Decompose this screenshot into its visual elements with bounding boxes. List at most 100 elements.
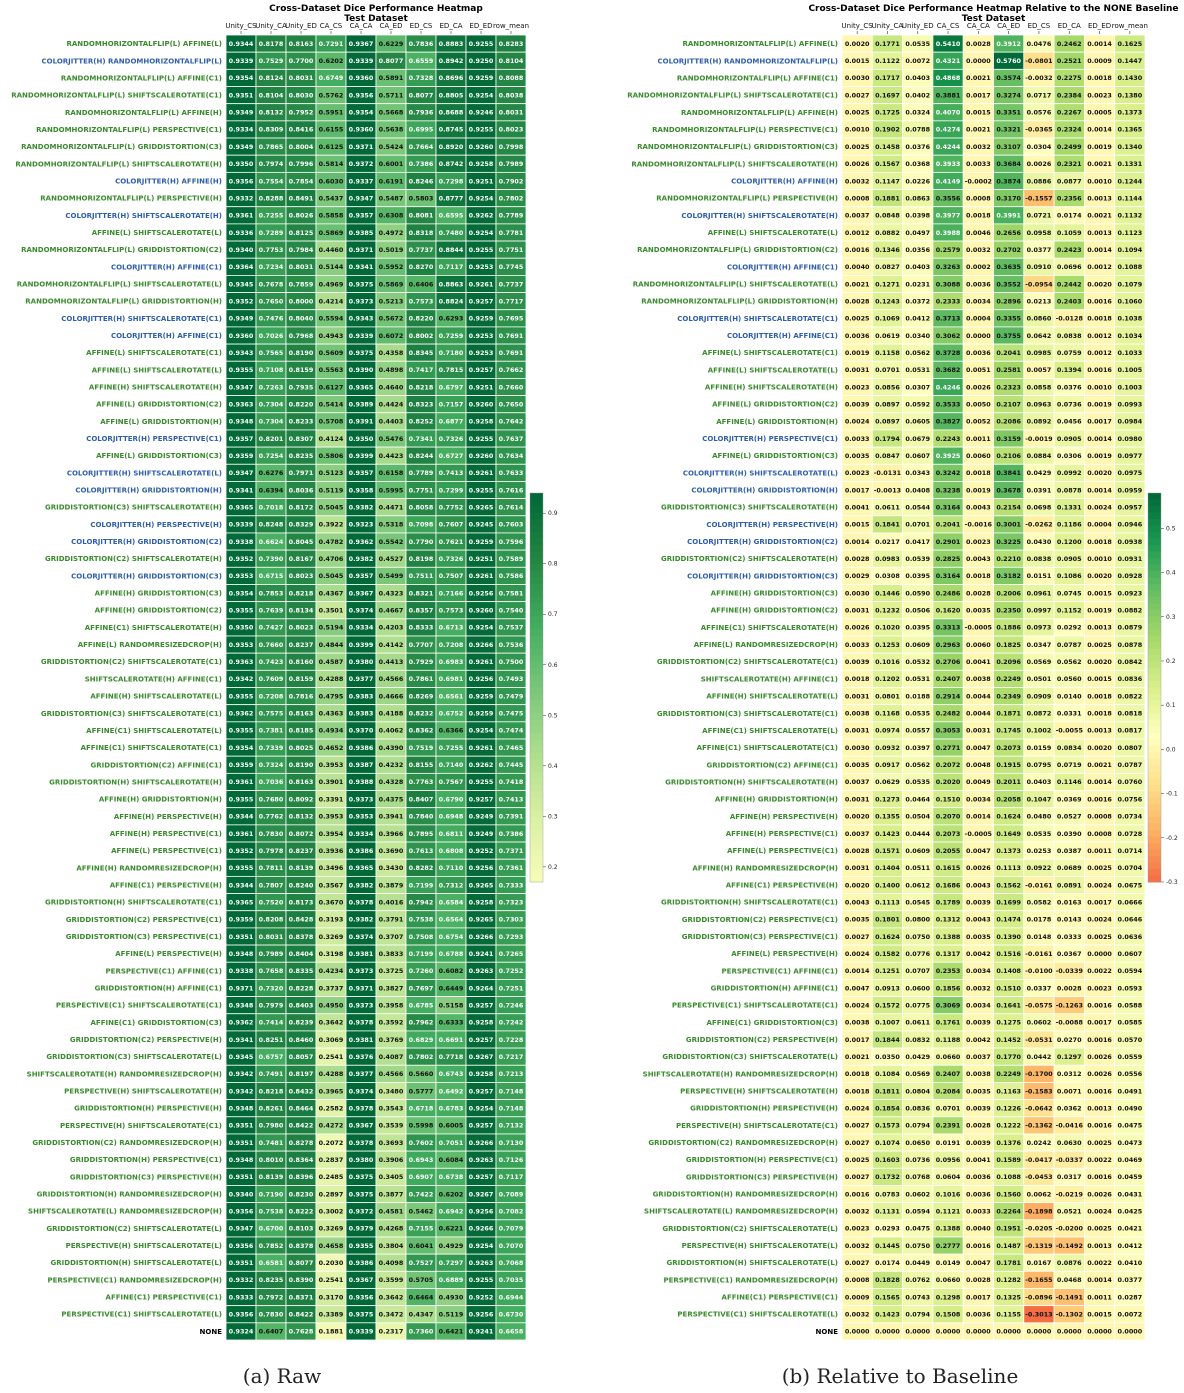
cell-value: 0.0304 (1027, 143, 1052, 151)
cell-value: 0.4390 (379, 744, 404, 752)
cell-value: 0.0014 (1087, 1276, 1112, 1284)
cell-value: 0.4929 (439, 1242, 464, 1250)
colorbar-segment (530, 765, 543, 773)
cell-value: 0.7807 (259, 881, 284, 889)
cell-value: 0.0878 (1057, 486, 1082, 494)
cell-value: 0.0024 (845, 950, 870, 958)
cell-value: 0.7802 (409, 1053, 434, 1061)
cell-value: 0.5318 (379, 521, 404, 529)
cell-value: 0.1423 (875, 1311, 900, 1319)
x-axis-label: Test Dataset (344, 14, 408, 24)
cell-value: 0.0476 (1027, 40, 1052, 48)
cell-value: 0.1003 (1118, 383, 1143, 391)
row-label: PERSPECTIVE(C1) SHIFTSCALEROTATE(L) (61, 1311, 222, 1319)
cell-value: 0.7816 (289, 692, 314, 700)
cell-value: 0.0018 (966, 212, 991, 220)
cell-value: 0.0590 (905, 589, 930, 597)
cell-value: 0.9361 (229, 778, 254, 786)
cell-value: 0.4782 (319, 538, 344, 546)
row-label: AFFINE(C1) PERSPECTIVE(C1) (106, 1294, 222, 1302)
cell-value: 0.9360 (349, 74, 374, 82)
cell-value: 0.2771 (936, 744, 961, 752)
cell-value: 0.0630 (1057, 1139, 1082, 1147)
cell-value: 0.0024 (1087, 1208, 1112, 1216)
cell-value: 0.1033 (1118, 349, 1143, 357)
cell-value: 0.7263 (259, 383, 284, 391)
cell-value: 0.4272 (319, 1122, 344, 1130)
cell-value: 0.1325 (996, 1293, 1021, 1301)
cell-value: 0.0882 (1118, 607, 1143, 615)
cell-value: 0.3480 (379, 1087, 404, 1095)
cell-value: 0.8460 (289, 1036, 314, 1044)
row-label: SHIFTSCALEROTATE(L) RANDOMRESIZEDCROP(H) (28, 1208, 222, 1216)
cell-value: 0.8863 (439, 280, 464, 288)
cell-value: 0.0872 (1027, 710, 1052, 718)
cell-value: 0.8432 (289, 1087, 314, 1095)
row-label: GRIDDISTORTION(H) AFFINE(C1) (711, 984, 838, 992)
cell-value: 0.0024 (1087, 881, 1112, 889)
cell-value: 0.5638 (379, 126, 404, 134)
cell-value: 0.7208 (259, 692, 284, 700)
cell-value: 0.9336 (229, 229, 254, 237)
cell-value: 0.3977 (936, 212, 961, 220)
cell-value: 0.0159 (1027, 744, 1052, 752)
cell-value: 0.0018 (845, 1087, 870, 1095)
cell-value: 0.0022 (1087, 967, 1112, 975)
cell-value: 0.0776 (905, 950, 930, 958)
cell-value: 0.0037 (845, 778, 870, 786)
cell-value: 0.0442 (1027, 1053, 1052, 1061)
cell-value: 0.7298 (439, 177, 464, 185)
cell-value: 0.0035 (966, 933, 991, 941)
cell-value: 0.1771 (875, 40, 900, 48)
cell-value: 0.0025 (845, 315, 870, 323)
cell-value: 0.3164 (936, 504, 961, 512)
cell-value: 0.7575 (259, 710, 284, 718)
cell-value: 0.6877 (439, 418, 464, 426)
cell-value: 0.1069 (875, 315, 900, 323)
cell-value: 0.2963 (936, 641, 961, 649)
cell-value: 0.0016 (1087, 1036, 1112, 1044)
colorbar-segment (530, 609, 543, 617)
cell-value: 0.1423 (875, 830, 900, 838)
cell-value: 0.3874 (996, 177, 1021, 185)
cell-value: 0.9355 (229, 692, 254, 700)
cell-value: 0.7508 (409, 933, 434, 941)
cell-value: 0.9367 (349, 1276, 374, 1284)
cell-value: 0.2656 (996, 229, 1021, 237)
cell-value: 0.9367 (349, 589, 374, 597)
cell-value: 0.0307 (905, 383, 930, 391)
cell-value: 0.8139 (259, 1173, 284, 1181)
cell-value: 0.8125 (289, 229, 314, 237)
cell-value: 0.0031 (845, 864, 870, 872)
cell-value: 0.0036 (966, 1311, 991, 1319)
cell-value: 0.0030 (845, 589, 870, 597)
cell-value: 0.4934 (319, 727, 344, 735)
cell-value: 0.9334 (229, 126, 254, 134)
row-label: AFFINE(L) SHIFTSCALEROTATE(C1) (86, 349, 222, 357)
cell-value: 0.3991 (996, 212, 1021, 220)
cell-value: 0.7417 (409, 366, 434, 374)
cell-value: 0.1084 (875, 1070, 900, 1078)
row-label: GRIDDISTORTION(C2) SHIFTSCALEROTATE(L) (662, 1225, 838, 1233)
cell-value: 0.6743 (439, 1070, 464, 1078)
cell-value: 0.0018 (966, 572, 991, 580)
cell-value: 0.0040 (845, 263, 870, 271)
cell-value: 0.7180 (439, 349, 464, 357)
cell-value: 0.8030 (289, 91, 314, 99)
cell-value: 0.0501 (1027, 675, 1052, 683)
cell-value: 0.1121 (936, 1208, 961, 1216)
cell-value: 0.0031 (845, 727, 870, 735)
cell-value: 0.1047 (1027, 795, 1052, 803)
cell-value: 0.0016 (1087, 1122, 1112, 1130)
row-label: AFFINE(L) GRIDDISTORTION(C3) (712, 452, 838, 460)
cell-value: 0.8220 (409, 315, 434, 323)
cell-value: 0.0377 (1118, 1276, 1143, 1284)
colorbar-segment (1148, 525, 1161, 533)
cell-value: 0.1452 (996, 1036, 1021, 1044)
cell-value: 0.3198 (319, 950, 344, 958)
cell-value: 0.8824 (439, 297, 464, 305)
colorbar-segment (530, 590, 543, 598)
cell-value: 0.9261 (469, 280, 494, 288)
colorbar-segment (530, 557, 543, 565)
cell-value: 0.0016 (845, 246, 870, 254)
